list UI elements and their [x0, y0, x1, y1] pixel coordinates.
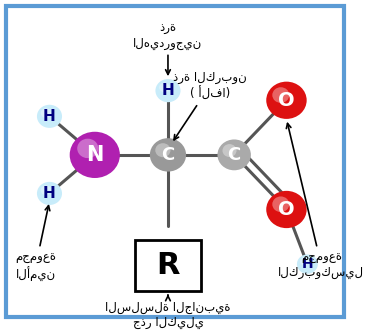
Circle shape — [266, 81, 307, 119]
Circle shape — [155, 79, 181, 102]
Text: O: O — [278, 200, 295, 219]
Text: ذرة
الهيدروجين: ذرة الهيدروجين — [133, 22, 203, 74]
Circle shape — [37, 105, 62, 128]
Text: H: H — [43, 186, 56, 201]
Circle shape — [222, 144, 236, 157]
Circle shape — [37, 182, 62, 205]
Text: ذرة الكربون
( ألفا): ذرة الكربون ( ألفا) — [173, 71, 247, 140]
Circle shape — [70, 132, 120, 178]
Circle shape — [300, 258, 309, 266]
Text: مجموعة
الكربوكسيل: مجموعة الكربوكسيل — [278, 124, 364, 279]
Text: H: H — [43, 109, 56, 124]
Text: R: R — [156, 251, 180, 280]
Circle shape — [218, 140, 251, 170]
Text: C: C — [161, 146, 175, 164]
Text: O: O — [278, 91, 295, 110]
Circle shape — [155, 143, 171, 157]
Circle shape — [150, 138, 186, 172]
Circle shape — [266, 191, 307, 228]
Circle shape — [297, 255, 318, 274]
Circle shape — [272, 196, 289, 212]
Text: مجموعة
الأمين: مجموعة الأمين — [15, 206, 56, 282]
Circle shape — [159, 82, 170, 92]
Circle shape — [41, 185, 51, 195]
Text: C: C — [228, 146, 241, 164]
Bar — [135, 240, 201, 291]
Text: السلسلة الجانبية
جذر الكيلي: السلسلة الجانبية جذر الكيلي — [105, 295, 231, 329]
Circle shape — [77, 139, 98, 158]
Circle shape — [41, 108, 51, 118]
Text: H: H — [162, 83, 174, 98]
Text: N: N — [86, 145, 104, 165]
Text: H: H — [302, 257, 313, 271]
Circle shape — [272, 87, 289, 103]
